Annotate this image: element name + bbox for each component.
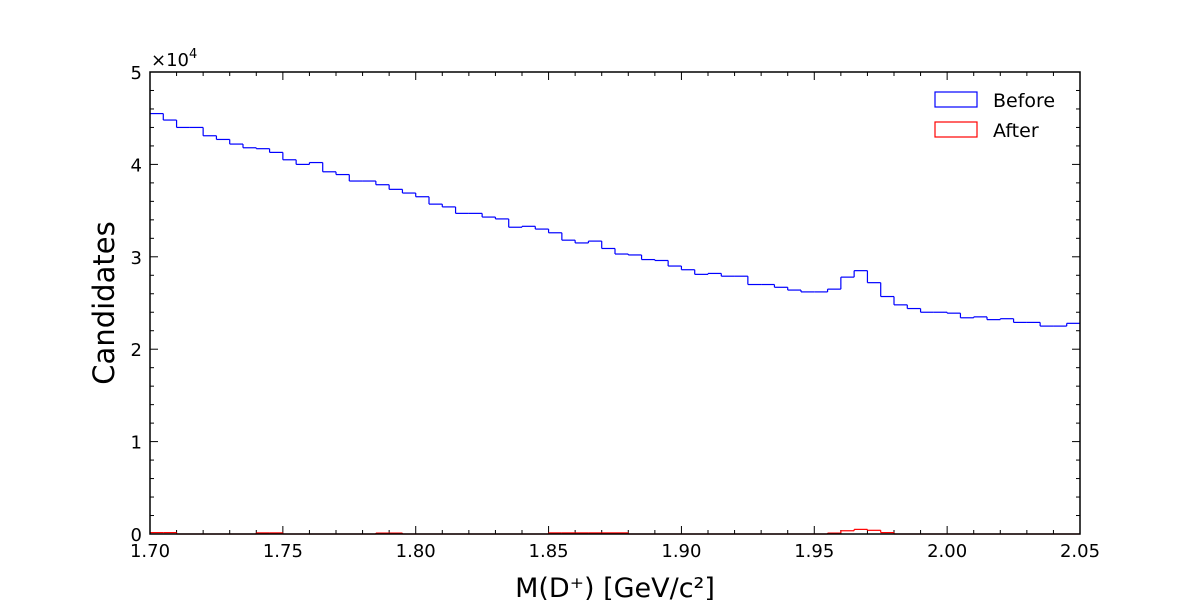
- legend-label-after: After: [993, 120, 1039, 142]
- y-axis-multiplier: ×104: [151, 47, 197, 71]
- x-tick-label: 1.85: [529, 541, 569, 562]
- x-tick-label: 2.00: [927, 541, 967, 562]
- series-before: [150, 112, 1080, 327]
- y-tick-label: 1: [131, 433, 142, 454]
- y-tick-label: 5: [131, 63, 142, 84]
- x-axis-title: M(D⁺) [GeV/c²]: [515, 573, 715, 600]
- axis-ticks: [149, 71, 1081, 535]
- y-tick-labels: 0 1 2 3 4 5: [131, 63, 142, 546]
- y-tick-label: 2: [131, 340, 142, 361]
- x-tick-label: 1.80: [396, 541, 436, 562]
- y-tick-label: 3: [131, 248, 142, 269]
- plot-frame: [149, 71, 1081, 535]
- x-tick-labels: 1.70 1.75 1.80 1.85 1.90 1.95 2.00 2.05: [130, 541, 1100, 562]
- legend-swatch-after: [934, 121, 978, 138]
- series-layer: [150, 112, 1080, 535]
- x-tick-label: 1.95: [794, 541, 834, 562]
- y-tick-label: 4: [131, 155, 142, 176]
- y-axis-title: Candidates: [87, 221, 121, 384]
- x-tick-label: 1.70: [130, 541, 170, 562]
- legend-label-before: Before: [993, 90, 1055, 112]
- x-tick-label: 1.90: [661, 541, 701, 562]
- x-tick-label: 1.75: [263, 541, 303, 562]
- legend-swatch-before: [934, 91, 978, 108]
- x-tick-label: 2.05: [1060, 541, 1100, 562]
- legend: Before After: [934, 90, 1055, 142]
- y-tick-label: 0: [131, 525, 142, 546]
